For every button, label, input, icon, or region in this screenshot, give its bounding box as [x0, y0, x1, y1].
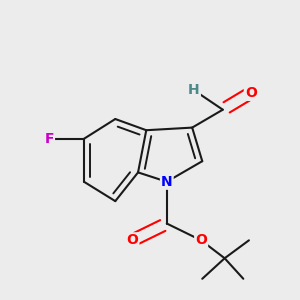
Text: N: N	[161, 175, 172, 189]
Text: O: O	[127, 233, 138, 247]
Text: F: F	[44, 132, 54, 146]
Text: O: O	[245, 86, 257, 100]
Text: H: H	[188, 83, 200, 97]
Text: O: O	[195, 233, 207, 247]
